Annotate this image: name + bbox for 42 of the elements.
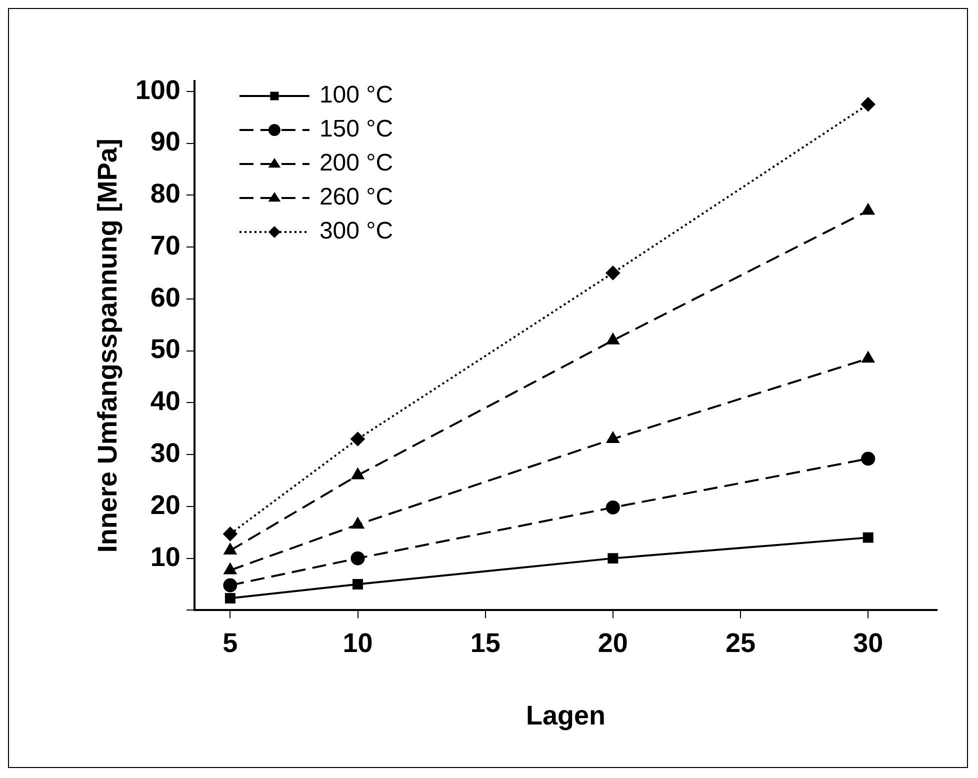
point <box>352 468 364 480</box>
legend-label: 300 °C <box>319 218 394 245</box>
point <box>224 544 236 555</box>
legend-label: 260 °C <box>319 184 394 211</box>
point <box>223 578 238 592</box>
x-axis-title: Lagen <box>526 700 606 730</box>
point <box>352 518 364 529</box>
x-tick-label: 30 <box>853 628 884 658</box>
y-tick-label: 80 <box>150 178 180 209</box>
y-tick-label: 30 <box>150 438 180 468</box>
point <box>606 432 620 443</box>
y-tick-label: 10 <box>150 542 180 572</box>
x-tick-label: 15 <box>470 628 500 658</box>
y-axis-title: Innere Umfangsspannung [MPa] <box>92 138 123 553</box>
point <box>608 553 618 564</box>
point <box>862 532 874 543</box>
point <box>861 452 876 466</box>
x-tick-label: 5 <box>222 628 238 658</box>
point <box>224 593 236 604</box>
point <box>862 352 874 363</box>
x-tick-label: 10 <box>342 628 373 658</box>
y-tick-label: 60 <box>150 282 180 312</box>
legend-label: 200 °C <box>319 150 394 177</box>
y-tick-label: 100 <box>135 74 180 105</box>
x-tick-label: 25 <box>725 628 756 658</box>
legend-label: 150 °C <box>319 116 394 143</box>
point <box>606 333 620 344</box>
point <box>606 266 620 280</box>
y-tick-label: 70 <box>150 230 180 260</box>
y-tick-label: 40 <box>150 386 180 416</box>
y-tick-label: 50 <box>150 334 180 364</box>
x-tick-label: 20 <box>598 628 628 658</box>
point <box>350 551 365 566</box>
y-tick-label: 90 <box>150 126 180 157</box>
point <box>350 432 365 446</box>
point <box>862 204 874 215</box>
legend-label: 100 °C <box>319 82 394 109</box>
point <box>352 579 363 590</box>
point <box>223 526 238 541</box>
point <box>224 563 236 574</box>
point <box>606 500 620 514</box>
y-tick-label: 20 <box>150 490 180 520</box>
